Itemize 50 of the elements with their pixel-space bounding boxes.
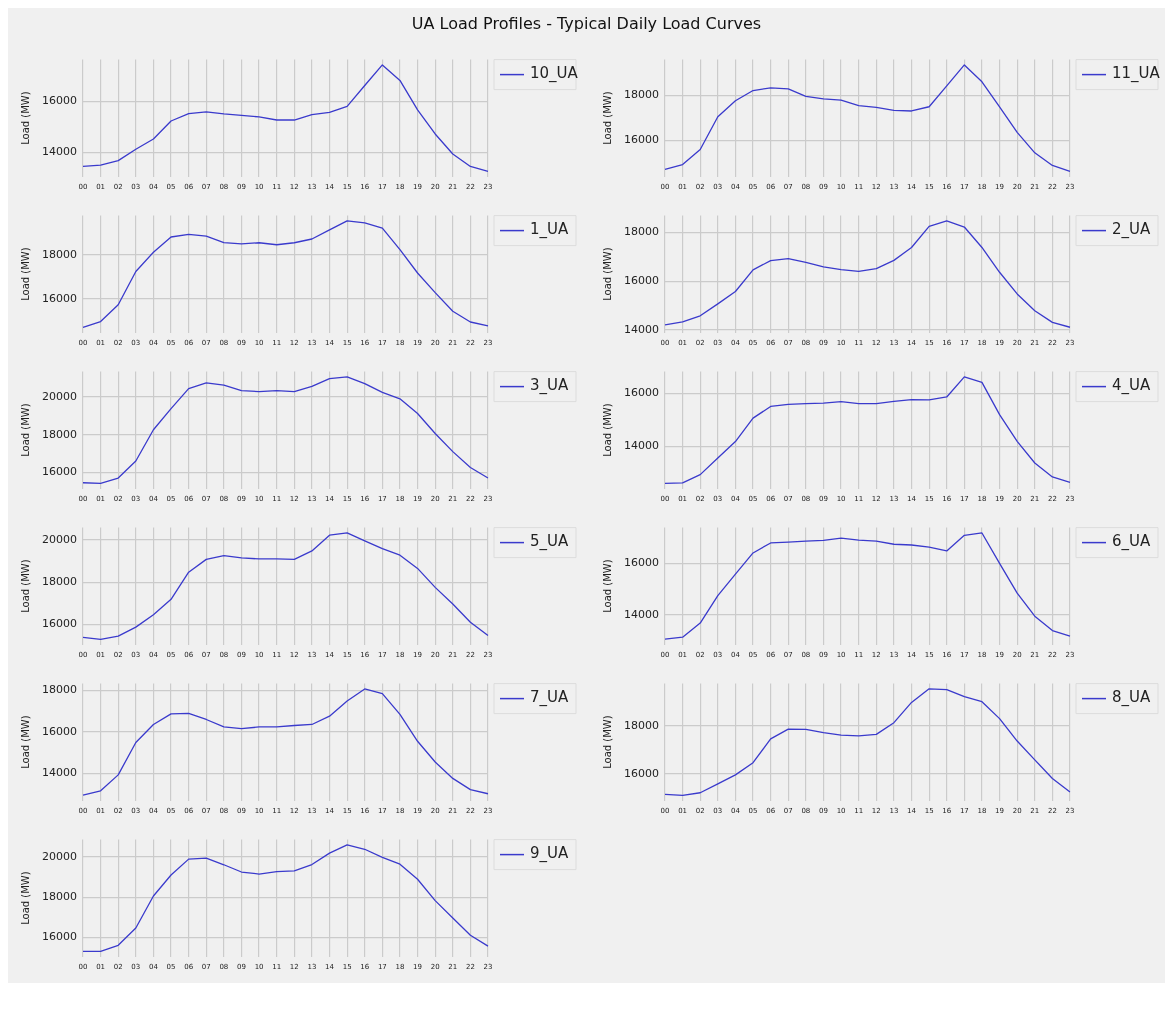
y-tick-label: 16000 <box>623 556 659 570</box>
legend-label: 9_UA <box>530 844 570 864</box>
y-tick-label: 18000 <box>41 683 77 697</box>
y-tick-label: 16000 <box>623 274 659 288</box>
y-axis-title: Load (MW) <box>19 91 31 145</box>
y-axis-title: Load (MW) <box>601 559 613 613</box>
y-axis-title: Load (MW) <box>19 247 31 301</box>
y-axis-title: Load (MW) <box>601 403 613 457</box>
legend-label: 10_UA <box>530 64 579 84</box>
y-axis-title: Load (MW) <box>19 559 31 613</box>
y-tick-label: 18000 <box>41 890 77 904</box>
legend-label: 5_UA <box>530 532 570 552</box>
y-tick-label: 16000 <box>41 617 77 631</box>
y-tick-label: 16000 <box>623 132 659 146</box>
y-tick-label: 18000 <box>623 225 659 239</box>
y-axis-title: Load (MW) <box>19 403 31 457</box>
legend-label: 11_UA <box>1112 64 1161 84</box>
y-tick-label: 16000 <box>41 291 77 305</box>
text: UA Load Profiles - Typical Daily Load Curves <box>410 14 763 33</box>
y-tick-label: 16000 <box>41 465 77 479</box>
y-tick-label: 20000 <box>41 849 77 863</box>
legend-label: 4_UA <box>1112 376 1152 396</box>
legend-label: 1_UA <box>530 220 570 240</box>
y-tick-label: 18000 <box>41 574 77 588</box>
legend-label: 2_UA <box>1112 220 1152 240</box>
y-tick-label: 14000 <box>623 322 659 336</box>
y-tick-label: 14000 <box>41 145 77 159</box>
y-tick-label: 14000 <box>41 766 77 780</box>
y-tick-label: 18000 <box>41 427 77 441</box>
y-axis-title: Load (MW) <box>19 715 31 769</box>
y-tick-label: 16000 <box>623 386 659 400</box>
y-tick-label: 18000 <box>623 718 659 732</box>
y-tick-label: 14000 <box>623 439 659 453</box>
legend-label: 8_UA <box>1112 688 1152 708</box>
y-axis-title: Load (MW) <box>601 91 613 145</box>
y-axis-title: Load (MW) <box>601 715 613 769</box>
y-tick-label: 16000 <box>41 94 77 108</box>
y-axis-title: Load (MW) <box>601 247 613 301</box>
y-tick-label: 16000 <box>41 724 77 738</box>
y-tick-label: 18000 <box>623 88 659 102</box>
y-tick-label: 16000 <box>623 766 659 780</box>
y-axis-title: Load (MW) <box>19 871 31 925</box>
legend-label: 3_UA <box>530 376 570 396</box>
y-tick-label: 14000 <box>623 607 659 621</box>
y-tick-label: 18000 <box>41 247 77 261</box>
y-tick-label: 20000 <box>41 389 77 403</box>
y-tick-label: 20000 <box>41 532 77 546</box>
legend-label: 7_UA <box>530 688 570 708</box>
legend-label: 6_UA <box>1112 532 1152 552</box>
y-tick-label: 16000 <box>41 930 77 944</box>
